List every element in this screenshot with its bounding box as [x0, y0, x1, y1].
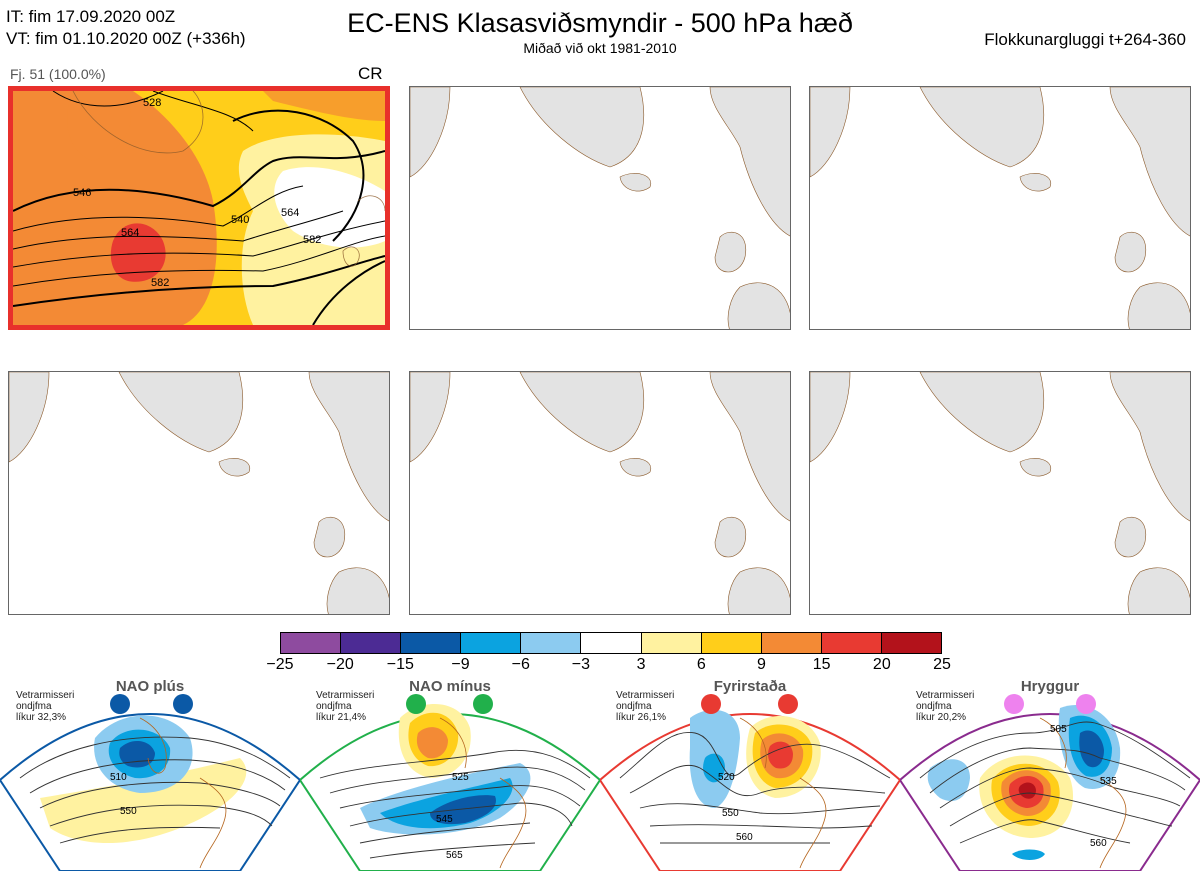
map-panel-6[interactable]: [809, 371, 1191, 615]
page-subtitle: Miðað við okt 1981-2010: [523, 40, 677, 56]
regime-contour-label: 525: [452, 772, 469, 783]
colorbar-tick-label: −25: [266, 656, 294, 673]
colorbar-tick-label: 20: [872, 656, 891, 673]
contour-label: 540: [231, 214, 249, 226]
regime-info: Vetrarmisseri ondjfma líkur 26,1%: [616, 690, 675, 723]
regime-name: NAO mínus: [409, 678, 491, 695]
map-panel-5[interactable]: [409, 371, 791, 615]
colorbar-tick-label: 25: [933, 656, 951, 673]
map-panel-main[interactable]: 528 546 564 582 540 564 582: [8, 86, 390, 330]
colorbar-tick-label: 9: [757, 656, 766, 673]
regime-contour-label: 560: [736, 832, 753, 843]
contour-label: 582: [151, 277, 169, 289]
regime-contour-label: 565: [446, 850, 463, 861]
regime-blocking: 520 550 560 Fyrirstaða Vetrarmisseri ondj…: [600, 678, 900, 871]
regime-name: Fyrirstaða: [713, 678, 787, 695]
regime-info: Vetrarmisseri ondjfma líkur 20,2%: [916, 690, 975, 723]
colorbar: [280, 632, 942, 654]
colorbar-segment: [881, 633, 942, 653]
colorbar-segment: [521, 633, 582, 653]
colorbar-segment: [821, 633, 882, 653]
init-time: IT: fim 17.09.2020 00Z: [6, 7, 176, 26]
contour-label: 528: [143, 97, 161, 109]
regime-info: Vetrarmisseri ondjfma líkur 21,4%: [316, 690, 375, 723]
colorbar-segment: [761, 633, 822, 653]
regime-contour-label: 510: [110, 772, 127, 783]
colorbar-segment: [461, 633, 522, 653]
colorbar-segment: [581, 633, 642, 653]
colorbar-tick-label: −6: [511, 656, 530, 673]
regime-contour-label: 520: [718, 772, 735, 783]
colorbar-segment: [701, 633, 762, 653]
regime-contour-label: 535: [1100, 776, 1117, 787]
contour-label: 564: [121, 227, 139, 239]
regime-nao-minus: 525 545 565 NAO mínus Vetrarmisseri ondjf…: [300, 678, 600, 871]
regime-contour-label: 545: [436, 814, 453, 825]
regime-code: CR: [358, 64, 383, 83]
map-panel-4[interactable]: [8, 371, 390, 615]
colorbar-tick-label: −3: [571, 656, 591, 673]
colorbar-tick-label: −15: [386, 656, 414, 673]
colorbar-tick-label: 6: [696, 656, 706, 673]
colorbar-tick-label: 3: [636, 656, 646, 673]
colorbar-tick-label: 15: [812, 656, 831, 673]
page-title: EC-ENS Klasasviðsmyndir - 500 hPa hæð: [347, 8, 853, 38]
map-panel-2[interactable]: [409, 86, 791, 330]
regime-name: NAO plús: [115, 678, 185, 695]
valid-time: VT: fim 01.10.2020 00Z (+336h): [6, 29, 246, 48]
colorbar-segment: [401, 633, 462, 653]
colorbar-segment: [641, 633, 702, 653]
regime-nao-plus: 510 550 NAO plús Vetrarmisseri ondjfma lík…: [0, 678, 300, 871]
regime-contour-label: 560: [1090, 838, 1107, 849]
regime-contour-label: 550: [120, 806, 137, 817]
header-info: IT: fim 17.09.2020 00Z VT: fim 01.10.202…: [6, 6, 246, 50]
regime-info: Vetrarmisseri ondjfma líkur 32,3%: [16, 690, 75, 723]
window-label: Flokkunargluggi t+264-360: [984, 30, 1186, 49]
member-label: Fj. 51 (100.0%): [10, 66, 106, 82]
colorbar-tick-label: −20: [326, 656, 354, 673]
colorbar-segment: [281, 633, 342, 653]
contour-label: 546: [73, 187, 91, 199]
colorbar-segment: [341, 633, 402, 653]
regime-contour-label: 505: [1050, 724, 1067, 735]
colorbar-ticks: −25 −20 −15 −9 −6 −3 3 6 9 15 20 25: [0, 656, 1200, 676]
regime-contour-label: 550: [722, 808, 739, 819]
map-panel-3[interactable]: [809, 86, 1191, 330]
contour-label: 564: [281, 207, 299, 219]
contour-label: 582: [303, 234, 321, 246]
regime-name: Hryggur: [1020, 678, 1080, 695]
colorbar-tick-label: −9: [451, 656, 470, 673]
regime-ridge: 505 535 560 Hryggur Vetrarmisseri ondjfma…: [900, 678, 1200, 871]
